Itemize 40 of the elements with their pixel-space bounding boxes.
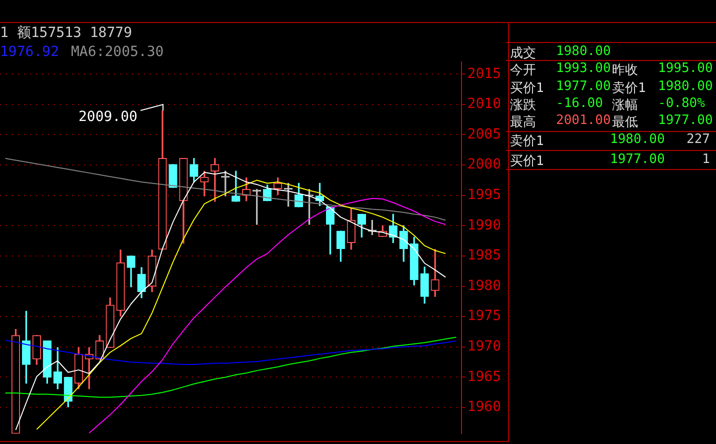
text: 买价1 — [510, 153, 544, 170]
y-tick-label: 1980 — [467, 278, 502, 294]
text: 卖价1 — [510, 133, 544, 150]
text: 1 — [702, 152, 710, 167]
text: 涨跌 — [510, 97, 536, 114]
text: 最低 — [612, 114, 638, 131]
text: 今开 — [510, 62, 536, 79]
y-tick-label: 2005 — [467, 126, 502, 142]
annotation: 2009.00 — [78, 109, 138, 126]
text: 涨幅 — [612, 97, 638, 114]
text: 1980.00 — [658, 79, 713, 94]
text: 2001.00 — [556, 113, 611, 128]
text: 1980.00 — [556, 44, 611, 59]
y-tick-label: 1985 — [467, 248, 502, 264]
y-tick-label: 1995 — [467, 187, 502, 204]
text: 1995.00 — [658, 61, 713, 76]
text: 1977.00 — [556, 79, 611, 94]
y-tick-label: 1970 — [467, 338, 502, 355]
text: 最高 — [510, 114, 536, 131]
text: 卖价1 — [612, 80, 646, 97]
text: -16.00 — [556, 96, 603, 111]
text: 1 额157513 18779 — [0, 24, 132, 42]
text: 买价1 — [510, 80, 544, 97]
y-tick-label: 1975 — [467, 308, 502, 324]
text: MA6:2005.30 — [71, 44, 164, 60]
y-tick-label: 2000 — [467, 156, 502, 173]
y-tick-label: 2010 — [467, 96, 502, 112]
y-tick-label: 1960 — [467, 399, 502, 416]
text: 1976.92 — [0, 44, 60, 60]
y-tick-label: 1965 — [467, 368, 502, 385]
text: 1977.00 — [610, 152, 665, 167]
text: 227 — [686, 132, 710, 147]
text: 1980.00 — [610, 132, 665, 147]
y-tick-label: 1990 — [467, 217, 502, 234]
text: 昨收 — [612, 62, 638, 79]
text: 1977.00 — [658, 113, 713, 128]
text: 成交 — [510, 45, 536, 62]
text: -0.80% — [658, 96, 705, 111]
text: 1993.00 — [556, 61, 611, 76]
y-tick-label: 2015 — [467, 66, 502, 82]
